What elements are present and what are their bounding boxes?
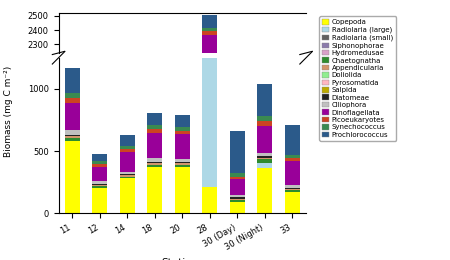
Bar [120, 175, 135, 177]
Bar [175, 115, 190, 127]
Bar [65, 206, 80, 235]
Bar [147, 257, 162, 260]
X-axis label: Stations: Stations [161, 257, 203, 260]
Bar [120, 149, 135, 152]
Bar [285, 155, 300, 158]
Bar [147, 113, 162, 125]
Bar [230, 177, 245, 179]
Bar [147, 165, 162, 167]
Bar [147, 163, 162, 165]
Bar [65, 103, 80, 130]
Bar [285, 192, 300, 213]
Bar [175, 259, 190, 260]
Bar [65, 68, 80, 93]
Bar [202, 35, 217, 63]
Bar [285, 125, 300, 155]
Bar [65, 235, 80, 240]
Bar [230, 195, 245, 197]
Bar [65, 138, 80, 141]
Bar [92, 167, 107, 181]
Bar [230, 197, 245, 199]
Bar [257, 158, 272, 159]
Bar [92, 186, 107, 188]
Bar [65, 240, 80, 246]
Bar [175, 134, 190, 159]
Bar [230, 179, 245, 195]
Bar [175, 159, 190, 162]
Bar [120, 174, 135, 175]
Bar [285, 189, 300, 190]
Bar [202, 79, 217, 260]
Bar [202, 28, 217, 31]
Bar [120, 152, 135, 172]
Bar [285, 158, 300, 161]
Bar [202, 63, 217, 73]
Bar [65, 93, 80, 98]
Bar [175, 164, 190, 165]
Bar [175, 127, 190, 131]
Bar [120, 177, 135, 178]
Bar [147, 167, 162, 213]
Bar [65, 130, 80, 135]
Bar [175, 165, 190, 167]
Bar [147, 133, 162, 158]
Bar [257, 157, 272, 158]
Bar [175, 131, 190, 134]
Bar [202, 0, 217, 187]
Bar [65, 136, 80, 138]
Bar [202, 31, 217, 35]
Bar [92, 188, 107, 213]
Bar [257, 224, 272, 260]
Bar [202, 73, 217, 74]
Bar [257, 126, 272, 153]
Bar [285, 190, 300, 192]
Bar [120, 134, 135, 146]
Bar [257, 153, 272, 157]
Bar [230, 173, 245, 177]
Bar [257, 159, 272, 164]
Bar [285, 185, 300, 188]
Bar [230, 200, 245, 202]
Bar [120, 146, 135, 149]
Bar [120, 178, 135, 213]
Bar [257, 168, 272, 213]
Bar [175, 162, 190, 164]
Bar [202, 75, 217, 79]
Bar [285, 161, 300, 185]
Bar [230, 202, 245, 213]
Bar [147, 125, 162, 129]
Bar [92, 161, 107, 164]
Bar [92, 154, 107, 161]
Bar [92, 185, 107, 186]
Bar [147, 162, 162, 163]
Bar [202, 74, 217, 75]
Bar [65, 141, 80, 213]
Bar [202, 15, 217, 28]
Legend: Copepoda, Radiolaria (large), Radiolaria (small), Siphonophorae, Hydromedusae, C: Copepoda, Radiolaria (large), Radiolaria… [320, 16, 396, 141]
Bar [92, 181, 107, 184]
Bar [257, 121, 272, 126]
Bar [65, 246, 80, 260]
Bar [65, 98, 80, 103]
Bar [147, 158, 162, 162]
Bar [120, 172, 135, 174]
Bar [285, 188, 300, 189]
Bar [147, 129, 162, 133]
Text: Biomass (mg C m⁻²): Biomass (mg C m⁻²) [4, 66, 13, 157]
Bar [230, 131, 245, 173]
Bar [92, 184, 107, 185]
Bar [175, 167, 190, 213]
Bar [257, 84, 272, 116]
Bar [257, 116, 272, 121]
Bar [257, 164, 272, 168]
Bar [92, 164, 107, 167]
Bar [202, 187, 217, 213]
Bar [230, 199, 245, 200]
Bar [65, 135, 80, 136]
